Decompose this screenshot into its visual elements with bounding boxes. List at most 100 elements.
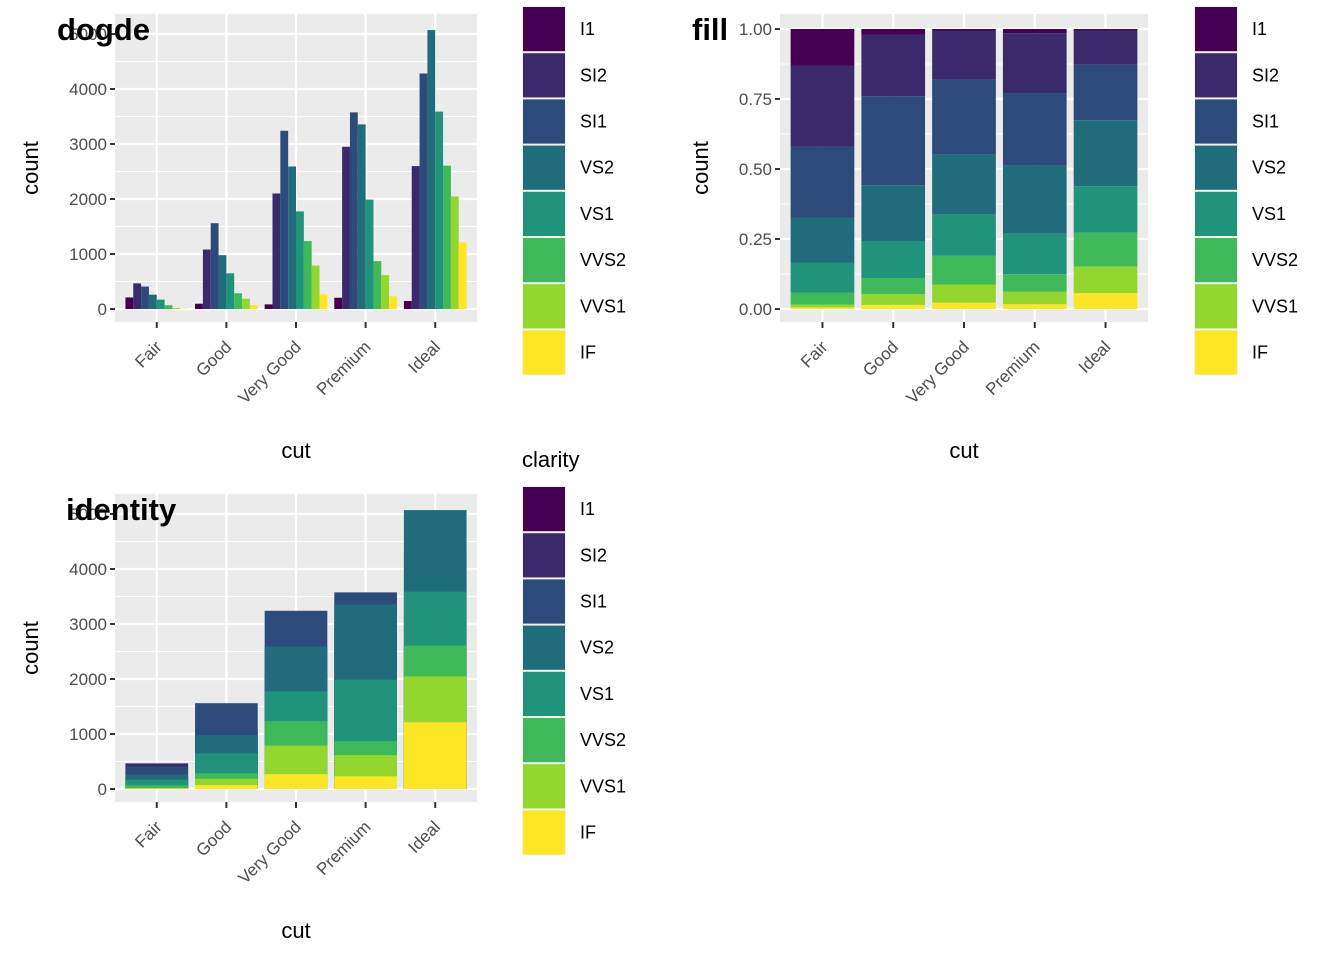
bar-VVS2-Fair (164, 305, 173, 309)
x-axis-title: cut (281, 438, 310, 463)
bar-VVS2-Fair (125, 785, 189, 789)
x-tick-label: Fair (131, 817, 165, 851)
bar-SI1-Fair (141, 286, 149, 309)
bar-VVS1-Fair (790, 304, 855, 308)
legend-key-VS1 (1195, 191, 1237, 236)
legend-title: clarity (522, 447, 579, 472)
legend-key-VS2 (1195, 145, 1237, 190)
y-tick-label: 0 (98, 300, 107, 319)
legend-key-SI2 (523, 53, 565, 98)
bar-VVS2-Premium (373, 261, 382, 309)
bar-SI2-Fair (790, 65, 855, 147)
bar-VS1-Ideal (435, 111, 444, 309)
bar-VVS1-Premium (1002, 291, 1067, 305)
bar-SI2-Premium (1002, 33, 1067, 94)
legend: I1 SI2 SI1 VS2 VS1 VVS2 VVS1 IF (522, 6, 626, 376)
legend-label: SI2 (580, 545, 607, 565)
legend-label: SI1 (1252, 112, 1279, 132)
bar-I1-Fair (125, 297, 134, 309)
legend-key-VVS1 (523, 764, 565, 809)
bar-SI1-Very-Good (932, 79, 996, 155)
bar-I1-Premium (334, 297, 343, 309)
bar-VVS1-Good (195, 778, 258, 789)
legend-label: IF (580, 343, 596, 363)
bar-VS2-Ideal (427, 30, 436, 309)
legend-key-IF (523, 330, 565, 375)
bar-VVS2-Good (234, 293, 243, 309)
bar-VS2-Good (861, 185, 926, 242)
panel-title: identity (66, 492, 177, 527)
x-tick-label: Very Good (235, 817, 305, 887)
legend-label: I1 (1252, 19, 1267, 39)
legend-key-SI2 (523, 533, 565, 578)
y-tick-label: 5000 (69, 25, 107, 44)
y-tick-label: 1000 (69, 245, 107, 264)
legend-key-VVS1 (523, 284, 565, 329)
legend: I1 SI2 SI1 VS2 VS1 VVS2 VVS1 IF (1194, 6, 1298, 376)
y-tick-label: 0 (98, 780, 107, 799)
bar-VS1-Fair (156, 299, 165, 309)
legend-label: SI1 (580, 112, 607, 132)
bar-SI1-Good (210, 223, 219, 309)
x-tick-label: Very Good (903, 337, 973, 407)
y-tick-label: 3000 (69, 135, 107, 154)
y-tick-label: 1000 (69, 725, 107, 744)
y-tick-label: 1.00 (739, 20, 772, 39)
bar-SI2-Very-Good (272, 193, 281, 309)
y-tick-label: 2000 (69, 670, 107, 689)
y-tick-label: 4000 (69, 80, 107, 99)
legend-key-SI2 (1195, 53, 1237, 98)
x-tick-label: Premium (313, 337, 375, 399)
bar-VS2-Premium (1002, 165, 1067, 234)
y-tick-label: 3000 (69, 615, 107, 634)
bar-VVS1-Ideal (450, 196, 459, 309)
x-axis-title: cut (281, 918, 310, 943)
bar-VS1-Very-Good (932, 214, 996, 256)
legend-key-IF (523, 810, 565, 855)
legend-key-VVS1 (1195, 284, 1237, 329)
bar-VVS2-Premium (1002, 274, 1067, 292)
panel-identity: 0 1000 2000 3000 4000 5000 Fair Good Very Good Pr… (18, 447, 626, 943)
bar-VVS1-Good (242, 298, 250, 309)
panel-title: dogde (57, 12, 150, 47)
y-tick-label: 0.00 (739, 300, 772, 319)
bar-VS1-Fair (790, 262, 855, 293)
bar-VVS2-Fair (790, 292, 855, 305)
bar-SI2-Very-Good (932, 30, 996, 80)
bar-VS1-Ideal (1073, 186, 1138, 233)
y-tick-label: 0.50 (739, 160, 772, 179)
bar-I1-Very-Good (264, 304, 273, 309)
y-axis-title: count (18, 621, 43, 675)
legend-key-SI1 (1195, 99, 1237, 144)
bar-VS2-Very-Good (932, 154, 996, 215)
legend-label: VVS1 (580, 296, 626, 316)
y-axis-title: count (688, 141, 713, 195)
legend-label: VVS2 (1252, 250, 1298, 270)
bar-VVS2-Good (861, 278, 926, 295)
bar-VVS2-Ideal (443, 165, 451, 309)
bar-VVS1-Very-Good (311, 265, 320, 309)
legend-key-I1 (523, 487, 565, 532)
panel-title: fill (692, 12, 728, 47)
y-axis-title: count (18, 141, 43, 195)
bar-VVS2-Very-Good (932, 255, 996, 285)
bar-VS1-Good (226, 273, 235, 309)
legend-key-I1 (1195, 7, 1237, 52)
bar-I1-Ideal (403, 300, 412, 309)
legend-label: SI1 (580, 592, 607, 612)
bar-SI1-Premium (1002, 93, 1067, 166)
bar-IF-Good (195, 785, 258, 789)
bar-VS1-Good (861, 241, 926, 279)
bar-SI2-Good (202, 249, 211, 309)
x-tick-label: Good (192, 817, 235, 860)
bar-IF-Very-Good (264, 774, 328, 789)
bar-IF-Ideal (403, 722, 467, 789)
bar-SI1-Fair (790, 146, 855, 218)
y-tick-label: 2000 (69, 190, 107, 209)
bar-VS1-Very-Good (296, 211, 304, 309)
panel-dodge: 0 1000 2000 3000 4000 5000 Fair Good Very Good Pr… (18, 6, 626, 463)
bar-SI2-Good (861, 34, 926, 97)
bar-VS2-Ideal (1073, 120, 1138, 187)
bar-SI1-Premium (349, 112, 358, 309)
legend-label: VVS1 (1252, 296, 1298, 316)
